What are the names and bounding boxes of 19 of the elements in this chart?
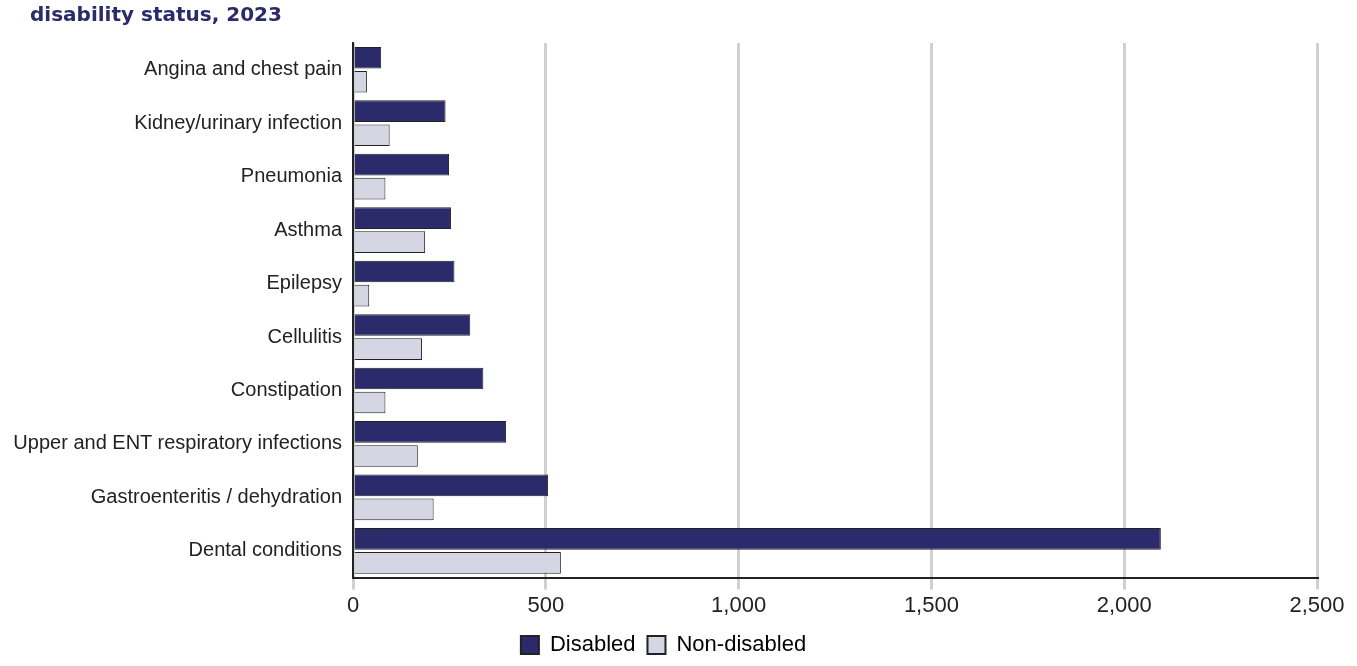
x-tick-label: 0 [346, 591, 360, 617]
x-tick-label: 1,000 [711, 591, 767, 617]
y-tick-label: Dental conditions [188, 538, 343, 561]
x-tick-label: 1,500 [903, 591, 959, 617]
legend-label: Disabled [549, 631, 636, 657]
x-tick-label: 2,500 [1289, 591, 1345, 617]
y-tick-label: Gastroenteritis / dehydration [90, 484, 343, 507]
y-tick-label: Kidney/urinary infection [134, 110, 343, 133]
legend-label: Non-disabled [676, 631, 807, 657]
y-tick-label: Asthma [274, 217, 343, 240]
y-tick-label: Cellulitis [267, 324, 343, 347]
text: disability status, 2023 [30, 2, 282, 26]
y-tick-label: Constipation [230, 378, 343, 401]
x-tick-label: 2,000 [1096, 591, 1152, 617]
y-tick-label: Angina and chest pain [144, 57, 343, 80]
y-tick-label: Epilepsy [266, 271, 343, 294]
y-tick-label: Pneumonia [240, 164, 343, 187]
y-tick-label: Upper and ENT respiratory infections [13, 431, 343, 454]
x-tick-label: 500 [527, 591, 565, 617]
